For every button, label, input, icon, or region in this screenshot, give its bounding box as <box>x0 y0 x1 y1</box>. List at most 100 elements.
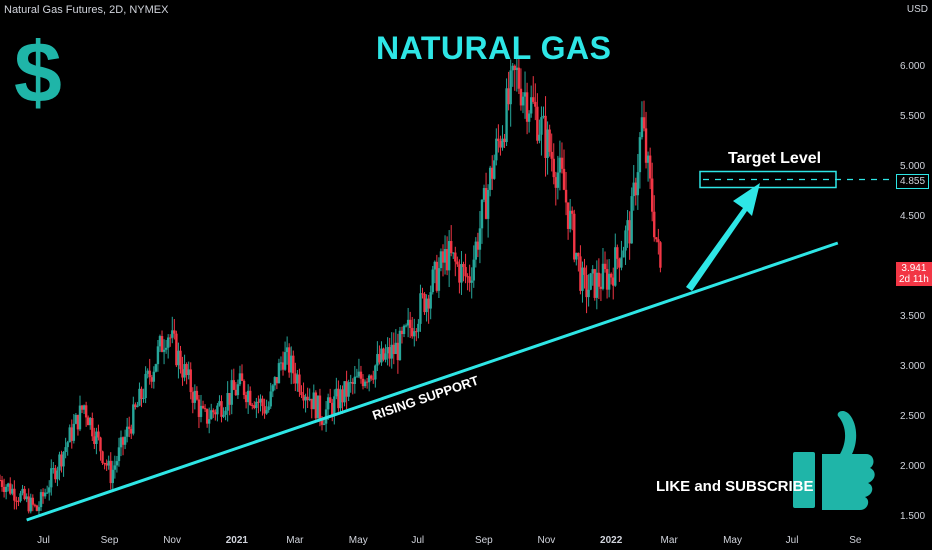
candle-body <box>279 362 283 364</box>
candle-body <box>626 220 629 231</box>
y-tick-label: 6.000 <box>900 61 925 72</box>
candle-body <box>54 468 57 480</box>
candle-body <box>13 488 16 501</box>
candle-body <box>2 486 6 493</box>
candle-body <box>456 261 459 265</box>
thumb-cuff <box>793 452 815 508</box>
candle-body <box>164 347 168 350</box>
candle-body <box>169 337 172 339</box>
candle-body <box>97 431 100 438</box>
candle-body <box>125 426 129 437</box>
candle-body <box>349 381 352 383</box>
candle-body <box>532 97 535 102</box>
candle-body <box>244 394 248 403</box>
candle-body <box>68 427 71 443</box>
candle-body <box>554 177 558 188</box>
candle-body <box>0 480 4 487</box>
candle-body <box>546 129 549 158</box>
candle-body <box>144 373 147 399</box>
candle-body <box>189 369 192 393</box>
candle-body <box>287 347 291 373</box>
candle-body <box>273 377 277 386</box>
candle-body <box>443 249 447 263</box>
candle-body <box>91 418 94 437</box>
candle-body <box>228 393 231 405</box>
candle-body <box>249 390 252 405</box>
candle-body <box>542 115 545 118</box>
candle-body <box>406 319 410 326</box>
candle-body <box>158 336 162 347</box>
candle-body <box>226 393 229 411</box>
candle-body <box>283 352 287 370</box>
candle-body <box>353 376 357 385</box>
candle-body <box>111 469 115 484</box>
x-tick-label: May <box>349 535 368 546</box>
candle-body <box>220 401 223 417</box>
x-tick-label: Mar <box>286 535 304 546</box>
candle-body <box>234 389 238 396</box>
candle-body <box>115 461 119 466</box>
candle-body <box>433 261 436 270</box>
y-tick-label: 5.000 <box>900 161 925 172</box>
candle-body <box>271 385 274 392</box>
candle-body <box>50 468 53 488</box>
candle-body <box>390 344 393 359</box>
candle-body <box>505 88 508 143</box>
candle-body <box>162 349 166 352</box>
candle-body <box>76 414 80 430</box>
candle-body <box>181 369 184 378</box>
candle-body <box>255 401 258 409</box>
candle-body <box>242 380 246 395</box>
candle-body <box>290 355 293 373</box>
candle-body <box>230 380 233 405</box>
candle-body <box>101 451 104 464</box>
x-axis: Jul Sep Nov 2021 Mar May Jul Sep Nov 2022 Mar May Ju… <box>37 535 862 546</box>
candle-body <box>556 172 560 188</box>
candle-body <box>361 378 365 387</box>
candle-body <box>398 330 402 361</box>
candle-body <box>337 388 340 409</box>
candle-body <box>517 67 521 89</box>
candle-body <box>103 463 106 465</box>
candle-body <box>579 256 582 291</box>
candle-body <box>509 70 512 105</box>
candle-body <box>210 410 213 420</box>
candle-body <box>304 396 307 401</box>
candle-body <box>185 364 188 376</box>
x-tick-label: 2022 <box>600 535 623 546</box>
candle-body <box>224 410 227 415</box>
candle-body <box>560 157 564 169</box>
x-tick-label: Nov <box>537 535 555 546</box>
candle-body <box>437 268 441 291</box>
up-arrow-icon <box>686 183 760 291</box>
y-tick-label: 1.500 <box>900 511 925 522</box>
x-tick-label: Jul <box>411 535 424 546</box>
like-subscribe-label: LIKE and SUBSCRIBE <box>656 478 814 495</box>
candle-body <box>166 337 170 348</box>
candle-body <box>232 380 236 390</box>
candle-body <box>292 355 295 374</box>
candle-body <box>328 397 332 403</box>
candle-body <box>609 273 613 278</box>
candle-body <box>154 364 158 372</box>
candle-body <box>363 381 367 387</box>
candle-body <box>25 496 28 500</box>
candle-body <box>562 168 566 190</box>
candle-body <box>378 354 381 363</box>
x-tick-label: 2021 <box>226 535 249 546</box>
candle-body <box>628 220 631 244</box>
candle-body <box>222 414 225 417</box>
thumbs-up-icon <box>793 410 875 510</box>
candle-body <box>601 263 605 289</box>
candle-body <box>333 396 336 416</box>
candle-body <box>140 388 143 399</box>
candle-body <box>93 436 96 444</box>
candle-body <box>466 276 469 278</box>
candle-body <box>246 390 250 403</box>
candle-body <box>653 211 656 238</box>
candle-body <box>634 182 637 196</box>
candle-body <box>365 381 369 383</box>
candle-body <box>564 189 568 203</box>
candle-body <box>452 252 455 254</box>
